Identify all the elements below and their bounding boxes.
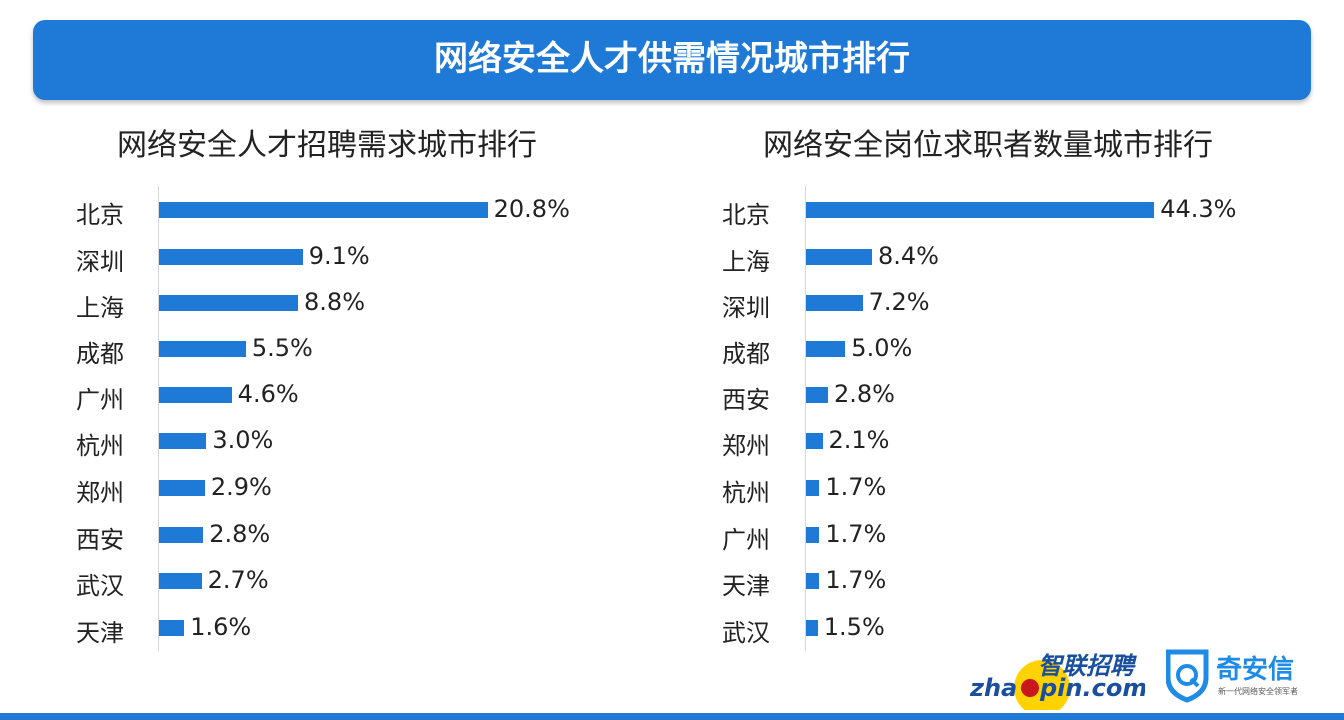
category-label: 西安 — [76, 526, 124, 554]
value-label: 8.4% — [878, 242, 939, 270]
svg-text:pin.com: pin.com — [1039, 674, 1145, 702]
bar — [159, 527, 204, 543]
category-label: 西安 — [722, 386, 770, 414]
bar — [159, 249, 303, 265]
category-label: 北京 — [76, 201, 124, 229]
value-label: 2.1% — [828, 426, 890, 454]
bar — [159, 295, 299, 311]
category-label: 杭州 — [76, 432, 124, 460]
value-label: 20.8% — [493, 195, 570, 223]
bar — [806, 527, 820, 543]
value-label: 9.1% — [308, 242, 370, 270]
bar — [159, 620, 185, 636]
category-label: 深圳 — [76, 248, 124, 276]
bar — [159, 433, 207, 449]
bar — [159, 341, 246, 357]
category-label: 成都 — [722, 340, 770, 368]
svg-text:奇安信: 奇安信 — [1216, 655, 1294, 685]
value-label: 5.0% — [851, 334, 913, 362]
category-label: 北京 — [722, 201, 770, 229]
bar — [806, 249, 873, 265]
value-label: 1.6% — [190, 613, 252, 641]
bar — [806, 433, 823, 449]
bar — [159, 387, 232, 403]
category-label: 武汉 — [722, 619, 770, 647]
chart-title-right: 网络安全岗位求职者数量城市排行 — [763, 128, 1213, 163]
bar — [806, 620, 818, 636]
value-label: 1.7% — [825, 566, 887, 594]
bar — [806, 387, 828, 403]
qianxin-logo: 奇安信 新一代网络安全领军者 — [1166, 649, 1298, 703]
svg-text:新一代网络安全领军者: 新一代网络安全领军者 — [1218, 686, 1298, 696]
value-label: 4.6% — [237, 380, 299, 408]
bar — [159, 202, 488, 218]
svg-text:zha: zha — [970, 674, 1017, 702]
bar — [806, 341, 846, 357]
value-label: 1.5% — [823, 613, 885, 641]
category-label: 郑州 — [76, 479, 124, 507]
category-label: 广州 — [722, 526, 770, 554]
axis-line — [158, 186, 159, 651]
bar — [806, 202, 1155, 218]
bar — [806, 573, 820, 589]
chart-title-left: 网络安全人才招聘需求城市排行 — [117, 128, 537, 163]
bar — [806, 480, 820, 496]
value-label: 1.7% — [825, 473, 887, 501]
category-label: 天津 — [76, 619, 124, 647]
category-label: 天津 — [722, 572, 770, 600]
value-label: 2.9% — [210, 473, 272, 501]
value-label: 1.7% — [825, 520, 887, 548]
value-label: 8.8% — [304, 288, 366, 316]
bottom-bar — [0, 713, 1344, 720]
banner-title: 网络安全人才供需情况城市排行 — [33, 20, 1311, 100]
value-label: 5.5% — [251, 334, 313, 362]
value-label: 3.0% — [212, 426, 274, 454]
bar — [806, 295, 863, 311]
category-label: 郑州 — [722, 432, 770, 460]
category-label: 广州 — [76, 386, 124, 414]
category-label: 杭州 — [722, 479, 770, 507]
value-label: 2.8% — [209, 520, 271, 548]
value-label: 44.3% — [1160, 195, 1237, 223]
zhaopin-logo: 智联招聘 zha pin.com — [970, 652, 1145, 710]
category-label: 上海 — [76, 294, 124, 322]
value-label: 7.2% — [868, 288, 930, 316]
bar — [159, 573, 202, 589]
category-label: 武汉 — [76, 572, 124, 600]
category-label: 成都 — [76, 340, 124, 368]
category-label: 上海 — [722, 248, 770, 276]
value-label: 2.7% — [207, 566, 269, 594]
bar — [159, 480, 205, 496]
axis-line — [805, 186, 806, 651]
svg-text:智联招聘: 智联招聘 — [1038, 652, 1137, 680]
category-label: 深圳 — [722, 294, 770, 322]
value-label: 2.8% — [834, 380, 895, 408]
